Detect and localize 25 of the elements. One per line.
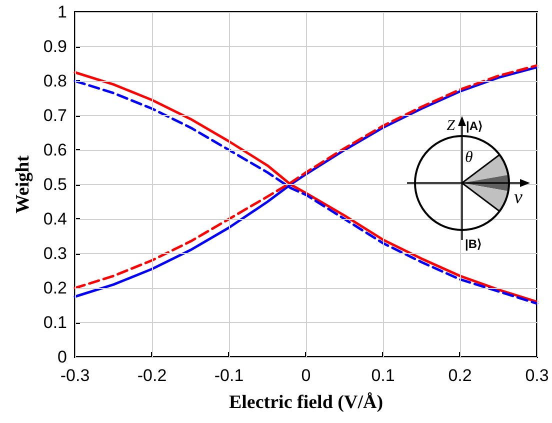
x-tick-label: 0.2 [448, 366, 472, 385]
y-tick-label: 0.7 [43, 106, 67, 125]
y-tick-label: 0.5 [43, 175, 67, 194]
y-tick-label: 0.2 [43, 278, 67, 298]
annotation: |A⟩ [466, 119, 484, 133]
annotation: θ [465, 149, 473, 166]
y-tick-label: 0.4 [43, 210, 67, 228]
x-tick-label: -0.1 [214, 366, 244, 385]
annotation: |B⟩ [465, 237, 482, 251]
y-tick-label: 0.1 [43, 313, 67, 332]
y-axis-title: Weight [12, 154, 34, 214]
y-tick-label: 0.6 [43, 140, 67, 160]
y-tick-label: 0.8 [43, 72, 67, 90]
y-tick-label: 0.3 [43, 244, 67, 263]
x-tick-label: 0.1 [371, 366, 395, 385]
x-axis-title: Electric field (V/Å) [228, 392, 384, 413]
x-tick-label: -0.2 [137, 366, 167, 385]
x-tick-label: -0.3 [60, 366, 90, 385]
y-tick-label: 0.9 [43, 37, 67, 56]
x-tick-label: 0.3 [525, 366, 549, 385]
annotation: v [514, 187, 523, 208]
y-tick-label: 1 [58, 2, 67, 22]
x-tick-label: 0 [301, 366, 311, 385]
y-tick-label: 0 [58, 348, 67, 366]
annotation: Z [446, 118, 456, 134]
